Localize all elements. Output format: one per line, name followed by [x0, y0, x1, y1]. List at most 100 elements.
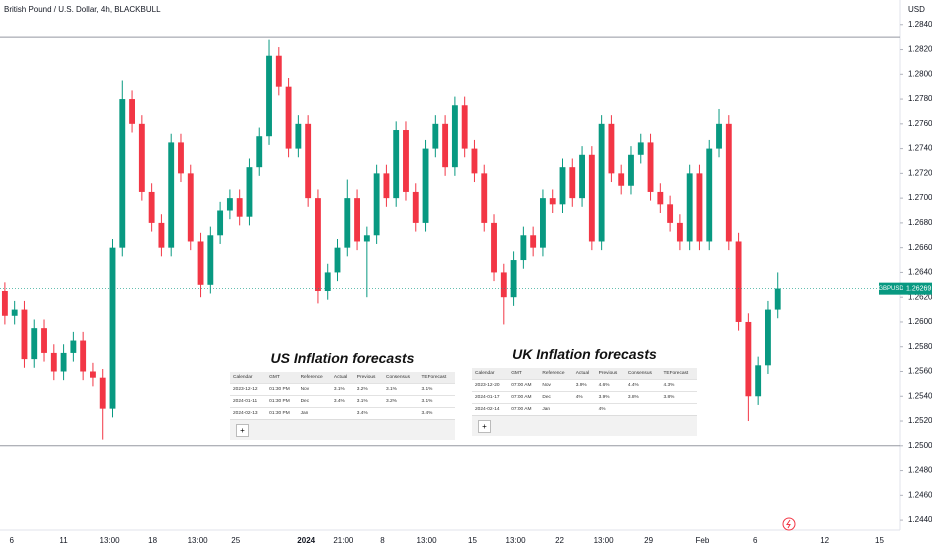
- candle-body: [491, 222, 497, 273]
- header-cell: GMT: [266, 372, 298, 384]
- chart-title: British Pound / U.S. Dollar, 4h, BLACKBU…: [4, 5, 161, 14]
- candle-body: [765, 309, 771, 366]
- table-cell: [382, 407, 419, 419]
- candle-body: [540, 198, 546, 248]
- table-cell: 4.4%: [624, 379, 661, 392]
- candle-body: [657, 191, 664, 205]
- table-row: 2024-01-11 01:30 PM Dec 3.4% 3.1% 3.2% 3.1%: [230, 395, 455, 408]
- candle-body: [158, 222, 165, 248]
- candle-body: [129, 99, 135, 124]
- y-tick-label: 1.28000: [908, 69, 932, 78]
- x-tick-label: 29: [644, 536, 653, 545]
- candle-body: [461, 105, 468, 149]
- candle-body: [442, 123, 449, 168]
- table-cell: 01:30 PM: [266, 407, 298, 419]
- table-panel: UK Inflation forecasts Calendar GMT Referen…: [472, 346, 697, 436]
- table-cell: 3.1%: [418, 383, 455, 396]
- table-cell: 3.4%: [353, 407, 383, 419]
- candle-body: [755, 365, 762, 397]
- price-badge: [903, 282, 932, 295]
- table-cell: 2024-01-17: [472, 391, 509, 404]
- y-tick-label: 1.25600: [908, 367, 932, 376]
- candle-body: [530, 235, 537, 248]
- candle-body: [549, 198, 556, 205]
- y-tick-label: 1.26800: [908, 218, 932, 227]
- candle-body: [363, 235, 370, 242]
- candle-body: [383, 173, 390, 199]
- header-cell: Calendar: [472, 368, 509, 380]
- table-row: 2024-02-14 07:00 AM Jan 4%: [472, 403, 697, 415]
- table-row: 2024-02-13 01:30 PM Jan 3.4% 3.4%: [230, 407, 455, 419]
- table-cell: [572, 403, 596, 415]
- y-tick-label: 1.25400: [908, 391, 932, 400]
- x-tick-label: 21:00: [333, 536, 354, 545]
- table-cell: 4.3%: [660, 379, 697, 392]
- candle-body: [608, 123, 615, 174]
- candle-body: [647, 142, 654, 192]
- header-cell: Consensus: [624, 368, 661, 380]
- table-cell: 01:30 PM: [266, 383, 298, 396]
- table-cell: 2024-01-11: [230, 395, 267, 408]
- candle-body: [21, 309, 28, 360]
- header-cell: Reference: [539, 368, 573, 380]
- x-tick-label: Feb: [695, 536, 709, 545]
- candle-body: [481, 173, 488, 223]
- header-row: Calendar GMT Reference Actual Previous Consen…: [230, 372, 455, 384]
- table-row: 2023-12-20 07:00 AM Nov 3.9% 4.6% 4.4% 4.3%: [472, 379, 697, 392]
- x-tick-label: 18: [148, 536, 157, 545]
- candle-body: [735, 241, 742, 322]
- candle-body: [725, 123, 732, 242]
- add-button[interactable]: +: [478, 420, 491, 433]
- header-cell: GMT: [508, 368, 540, 380]
- table-cell: 4%: [595, 403, 625, 415]
- table-cell: 3.1%: [330, 383, 354, 396]
- candle-body: [236, 198, 243, 217]
- candle-body: [168, 142, 175, 248]
- table-cell: 07:00 AM: [508, 391, 540, 404]
- table-footer: +: [472, 415, 697, 436]
- header-cell: TEForecast: [418, 372, 455, 384]
- candle-body: [187, 173, 194, 242]
- add-button[interactable]: +: [236, 424, 249, 437]
- candle-body: [569, 167, 576, 199]
- table-footer: +: [230, 419, 455, 440]
- candle-body: [618, 173, 625, 186]
- table-cell: 4.6%: [595, 379, 625, 392]
- candle-body: [716, 123, 722, 149]
- candle-body: [80, 340, 87, 372]
- y-tick-label: 1.26400: [908, 268, 932, 277]
- last-price-label: 1.26269: [906, 285, 931, 292]
- x-tick-label: 11: [59, 536, 68, 545]
- candle-body: [334, 247, 341, 273]
- y-tick-label: 1.24800: [908, 466, 932, 475]
- y-tick-label: 1.24400: [908, 515, 932, 524]
- x-tick-label: 12: [820, 536, 829, 545]
- candle-body: [510, 260, 517, 298]
- table-cell: Nov: [297, 383, 331, 396]
- table-row: 2023-12-12 01:30 PM Nov 3.1% 3.2% 3.1% 3.1%: [230, 383, 455, 396]
- candle-body: [324, 272, 331, 292]
- candle-body: [432, 123, 439, 149]
- candle-body: [197, 241, 204, 285]
- table-cell: 3.1%: [353, 395, 383, 408]
- y-tick-label: 1.24600: [908, 490, 932, 499]
- y-tick-label: 1.28400: [908, 20, 932, 29]
- table-cell: 2023-12-20: [472, 379, 509, 392]
- table-cell: 2024-02-14: [472, 403, 509, 415]
- y-tick-label: 1.27200: [908, 168, 932, 177]
- symbol-badge: [879, 282, 903, 295]
- header-cell: Actual: [572, 368, 596, 380]
- table-cell: 3.1%: [382, 383, 419, 396]
- candle-body: [588, 154, 595, 242]
- x-tick-label: 13:00: [506, 536, 527, 545]
- y-tick-label: 1.26600: [908, 243, 932, 252]
- candle-body: [11, 309, 18, 316]
- candle-body: [119, 99, 126, 248]
- x-tick-label: 25: [231, 536, 240, 545]
- table-cell: 4%: [572, 391, 596, 404]
- candle-body: [256, 136, 263, 168]
- x-tick-label: 6: [753, 536, 758, 545]
